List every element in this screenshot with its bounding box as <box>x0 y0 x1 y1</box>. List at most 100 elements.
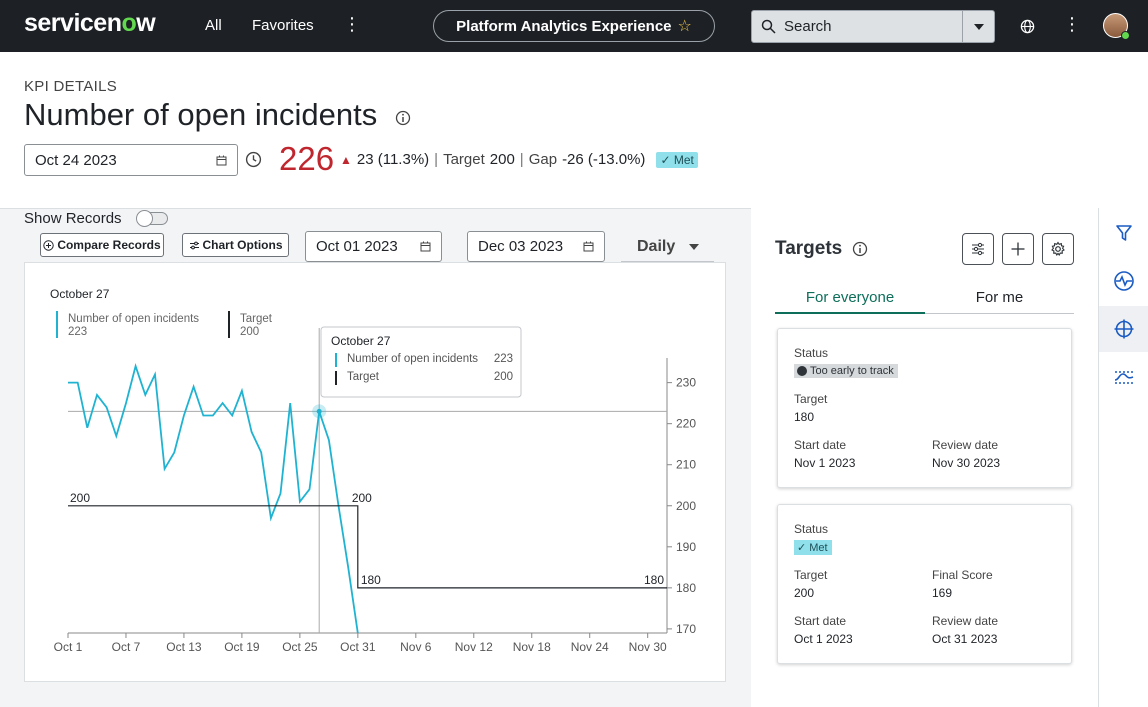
nav-all[interactable]: All <box>205 17 222 34</box>
nav-more-menu[interactable]: ⋮ <box>343 14 361 34</box>
sliders-icon <box>189 241 199 249</box>
hover-marker <box>316 408 322 414</box>
end-date-value: Dec 03 2023 <box>478 238 564 255</box>
legend-series-name: Target <box>240 313 273 325</box>
info-icon[interactable] <box>852 241 868 262</box>
status-badge: Too early to track <box>794 364 898 378</box>
separator: | <box>519 151 524 168</box>
logo-o: o <box>121 9 137 37</box>
period-select[interactable]: Daily <box>621 233 714 262</box>
x-tick-label: Oct 13 <box>166 640 202 654</box>
calendar-icon <box>583 241 594 252</box>
online-status-icon <box>1121 31 1130 40</box>
nav-favorites[interactable]: Favorites <box>252 17 314 34</box>
add-target-button[interactable] <box>1002 233 1034 265</box>
kpi-title: Number of open incidents <box>24 97 378 132</box>
target-value: 180 <box>794 410 815 424</box>
right-rail <box>1098 208 1148 707</box>
legend-date: October 27 <box>50 287 110 301</box>
review-date-value: Oct 31 2023 <box>932 632 998 646</box>
start-date-value: Oct 1 2023 <box>794 632 853 646</box>
show-records-label: Show Records <box>24 210 122 227</box>
y-tick-label: 180 <box>676 581 696 595</box>
x-tick-label: Oct 7 <box>112 640 141 654</box>
history-clock-icon[interactable] <box>245 151 262 173</box>
x-tick-label: Oct 25 <box>282 640 318 654</box>
tooltip-title: October 27 <box>331 334 391 348</box>
kpi-date-picker[interactable]: Oct 24 2023 <box>24 144 238 176</box>
period-value: Daily <box>637 238 676 255</box>
tooltip-series-value: 200 <box>494 371 513 383</box>
review-date-label: Review date <box>932 614 999 628</box>
threshold-icon[interactable] <box>1099 354 1148 400</box>
status-badge: ✓ Met <box>794 540 832 555</box>
info-icon[interactable] <box>395 110 411 131</box>
end-date-picker[interactable]: Dec 03 2023 <box>467 231 605 262</box>
user-avatar[interactable] <box>1103 13 1130 40</box>
compare-records-button[interactable]: Compare Records <box>40 233 164 257</box>
target-crosshair-icon[interactable] <box>1099 306 1148 352</box>
final-score-value: 169 <box>932 586 953 600</box>
kpi-line-chart[interactable]: Oct 1 Oct 7 Oct 13 Oct 19 Oct 25 Oct 31 Nov 6 N… <box>25 263 727 683</box>
top-navigation-bar: servicenow All Favorites ⋮ Platform Anal… <box>0 0 1148 52</box>
gap-value: -26 (-13.0%) <box>562 151 646 168</box>
filter-funnel-icon[interactable] <box>1099 210 1148 256</box>
status-text: Too early to track <box>810 365 894 377</box>
tab-for-me[interactable]: For me <box>925 282 1074 314</box>
favorite-star-icon[interactable]: ☆ <box>677 18 692 35</box>
data-label: 180 <box>361 573 381 587</box>
x-tick-label: Nov 6 <box>400 640 432 654</box>
start-date-label: Start date <box>794 438 847 452</box>
kpi-change-value: 23 (11.3%) <box>356 151 430 168</box>
chart-options-button[interactable]: Chart Options <box>182 233 289 257</box>
chart-card: Oct 1 Oct 7 Oct 13 Oct 19 Oct 25 Oct 31 Nov 6 N… <box>24 262 726 682</box>
y-tick-label: 200 <box>676 499 696 513</box>
show-records-toggle[interactable] <box>136 210 168 227</box>
gap-label: Gap <box>528 151 558 168</box>
plus-circle-icon <box>43 239 55 251</box>
plus-icon <box>1011 242 1025 256</box>
y-tick-label: 190 <box>676 540 696 554</box>
search-icon <box>752 19 784 34</box>
kpi-details-label: KPI DETAILS <box>24 78 118 95</box>
start-date-label: Start date <box>794 614 847 628</box>
target-card[interactable]: Status ✓ Met Target 200 Final Score 169 … <box>777 504 1072 664</box>
globe-icon[interactable] <box>1017 16 1037 36</box>
chevron-down-icon <box>689 244 700 250</box>
target-card[interactable]: Status Too early to track Target 180 Sta… <box>777 328 1072 488</box>
target-value: 200 <box>794 586 815 600</box>
x-tick-label: Nov 12 <box>455 640 493 654</box>
final-score-label: Final Score <box>932 568 993 582</box>
y-tick-label: 220 <box>676 417 696 431</box>
x-tick-label: Nov 18 <box>513 640 551 654</box>
y-tick-label: 210 <box>676 458 696 472</box>
target-label: Target <box>443 151 485 168</box>
data-label: 200 <box>70 491 90 505</box>
series-line-number-of-open-incidents <box>68 363 359 634</box>
tooltip-box <box>320 326 522 398</box>
servicenow-logo[interactable]: servicenow <box>24 9 156 38</box>
tab-for-everyone[interactable]: For everyone <box>775 282 925 314</box>
start-date-picker[interactable]: Oct 01 2023 <box>305 231 442 262</box>
x-tick-label: Nov 24 <box>571 640 609 654</box>
target-value: 200 <box>489 151 515 168</box>
search-dropdown-button[interactable] <box>962 11 994 42</box>
activity-pulse-icon[interactable] <box>1099 258 1148 304</box>
kpi-date-value: Oct 24 2023 <box>35 151 117 169</box>
target-label: Target <box>794 568 828 582</box>
user-more-menu[interactable]: ⋮ <box>1063 14 1081 34</box>
tooltip-series-value: 223 <box>494 353 513 365</box>
search-input[interactable]: Search <box>784 18 832 35</box>
status-dot-icon <box>797 366 807 376</box>
targets-title: Targets <box>775 238 843 259</box>
filter-settings-button[interactable] <box>962 233 994 265</box>
y-tick-label: 170 <box>676 622 696 636</box>
global-search[interactable]: Search <box>751 10 995 43</box>
chart-options-label: Chart Options <box>202 238 283 252</box>
tooltip-series-name: Number of open incidents <box>347 353 478 365</box>
target-settings-button[interactable] <box>1042 233 1074 265</box>
workspace-pill[interactable]: Platform Analytics Experience ☆ <box>433 10 715 42</box>
legend-series-value: 200 <box>240 326 259 338</box>
legend-series-value: 223 <box>68 326 87 338</box>
data-label: 200 <box>352 491 372 505</box>
